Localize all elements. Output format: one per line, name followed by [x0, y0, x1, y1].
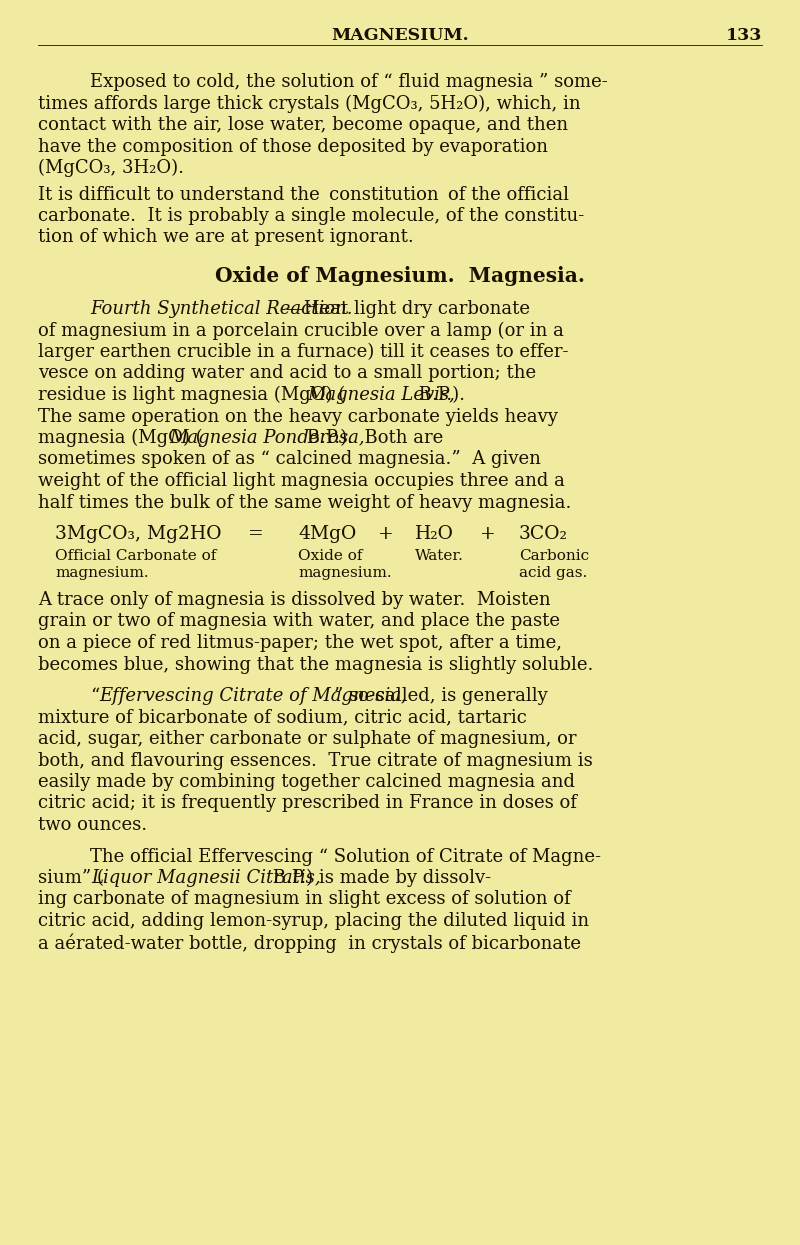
Text: acid, sugar, either carbonate or sulphate of magnesium, or: acid, sugar, either carbonate or sulphat… — [38, 730, 577, 748]
Text: sometimes spoken of as “ calcined magnesia.”  A given: sometimes spoken of as “ calcined magnes… — [38, 451, 541, 468]
Text: Water.: Water. — [415, 549, 464, 564]
Text: =: = — [248, 525, 264, 543]
Text: 133: 133 — [726, 27, 762, 44]
Text: grain or two of magnesia with water, and place the paste: grain or two of magnesia with water, and… — [38, 613, 560, 630]
Text: ” so-called, is generally: ” so-called, is generally — [334, 687, 548, 705]
Text: Oxide of: Oxide of — [298, 549, 362, 564]
Text: ing carbonate of magnesium in slight excess of solution of: ing carbonate of magnesium in slight exc… — [38, 890, 570, 909]
Text: MAGNESIUM.: MAGNESIUM. — [331, 27, 469, 44]
Text: “: “ — [90, 687, 99, 705]
Text: (MgCO₃, 3H₂O).: (MgCO₃, 3H₂O). — [38, 159, 184, 177]
Text: B.P.).: B.P.). — [413, 386, 465, 403]
Text: both, and flavouring essences.  True citrate of magnesium is: both, and flavouring essences. True citr… — [38, 752, 593, 769]
Text: contact with the air, lose water, become opaque, and then: contact with the air, lose water, become… — [38, 116, 568, 134]
Text: citric acid; it is frequently prescribed in France in doses of: citric acid; it is frequently prescribed… — [38, 794, 577, 813]
Text: magnesium.: magnesium. — [55, 565, 149, 579]
Text: on a piece of red litmus-paper; the wet spot, after a time,: on a piece of red litmus-paper; the wet … — [38, 634, 562, 652]
Text: It is difficult to understand the  constitution  of the official: It is difficult to understand the consti… — [38, 186, 569, 203]
Text: half times the bulk of the same weight of heavy magnesia.: half times the bulk of the same weight o… — [38, 493, 571, 512]
Text: Magnesia Ponderosa,: Magnesia Ponderosa, — [169, 430, 365, 447]
Text: +: + — [480, 525, 496, 543]
Text: Effervescing Citrate of Magnesia,: Effervescing Citrate of Magnesia, — [99, 687, 406, 705]
Text: The official Effervescing “ Solution of Citrate of Magne-: The official Effervescing “ Solution of … — [90, 848, 601, 865]
Text: Exposed to cold, the solution of “ fluid magnesia ” some-: Exposed to cold, the solution of “ fluid… — [90, 73, 608, 91]
Text: larger earthen crucible in a furnace) till it ceases to effer-: larger earthen crucible in a furnace) ti… — [38, 344, 569, 361]
Text: magnesium.: magnesium. — [298, 565, 392, 579]
Text: 3MgCO₃, Mg2HO: 3MgCO₃, Mg2HO — [55, 525, 222, 543]
Text: —Heat light dry carbonate: —Heat light dry carbonate — [286, 300, 530, 317]
Text: Official Carbonate of: Official Carbonate of — [55, 549, 216, 564]
Text: citric acid, adding lemon-syrup, placing the diluted liquid in: citric acid, adding lemon-syrup, placing… — [38, 913, 589, 930]
Text: magnesia (MgO) (: magnesia (MgO) ( — [38, 430, 202, 447]
Text: 3CO₂: 3CO₂ — [519, 525, 568, 543]
Text: becomes blue, showing that the magnesia is slightly soluble.: becomes blue, showing that the magnesia … — [38, 656, 594, 674]
Text: Fourth Synthetical Reaction.: Fourth Synthetical Reaction. — [90, 300, 353, 317]
Text: B.P.) is made by dissolv-: B.P.) is made by dissolv- — [267, 869, 491, 888]
Text: have the composition of those deposited by evaporation: have the composition of those deposited … — [38, 137, 548, 156]
Text: Oxide of Magnesium.  Magnesia.: Oxide of Magnesium. Magnesia. — [215, 266, 585, 286]
Text: times affords large thick crystals (MgCO₃, 5H₂O), which, in: times affords large thick crystals (MgCO… — [38, 95, 581, 113]
Text: of magnesium in a porcelain crucible over a lamp (or in a: of magnesium in a porcelain crucible ove… — [38, 321, 564, 340]
Text: weight of the official light magnesia occupies three and a: weight of the official light magnesia oc… — [38, 472, 565, 491]
Text: residue is light magnesia (MgO) (: residue is light magnesia (MgO) ( — [38, 386, 346, 405]
Text: two ounces.: two ounces. — [38, 815, 147, 834]
Text: Liquor Magnesii Citratis,: Liquor Magnesii Citratis, — [91, 869, 321, 886]
Text: 4MgO: 4MgO — [298, 525, 356, 543]
Text: a aérated-water bottle, dropping  in crystals of bicarbonate: a aérated-water bottle, dropping in crys… — [38, 934, 581, 952]
Text: easily made by combining together calcined magnesia and: easily made by combining together calcin… — [38, 773, 575, 791]
Text: carbonate.  It is probably a single molecule, of the constitu-: carbonate. It is probably a single molec… — [38, 207, 584, 225]
Text: acid gas.: acid gas. — [519, 565, 587, 579]
Text: Carbonic: Carbonic — [519, 549, 589, 564]
Text: B.P.).  Both are: B.P.). Both are — [301, 430, 443, 447]
Text: +: + — [378, 525, 394, 543]
Text: sium” (: sium” ( — [38, 869, 104, 886]
Text: vesce on adding water and acid to a small portion; the: vesce on adding water and acid to a smal… — [38, 365, 536, 382]
Text: The same operation on the heavy carbonate yields heavy: The same operation on the heavy carbonat… — [38, 407, 558, 426]
Text: H₂O: H₂O — [415, 525, 454, 543]
Text: tion of which we are at present ignorant.: tion of which we are at present ignorant… — [38, 229, 414, 247]
Text: Magnesia Levis,: Magnesia Levis, — [307, 386, 455, 403]
Text: A trace only of magnesia is dissolved by water.  Moisten: A trace only of magnesia is dissolved by… — [38, 591, 550, 609]
Text: mixture of bicarbonate of sodium, citric acid, tartaric: mixture of bicarbonate of sodium, citric… — [38, 708, 527, 727]
